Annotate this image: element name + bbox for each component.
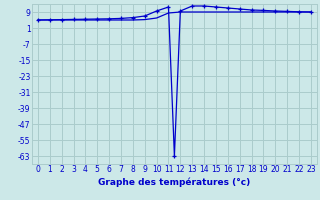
X-axis label: Graphe des températures (°c): Graphe des températures (°c) bbox=[98, 177, 251, 187]
